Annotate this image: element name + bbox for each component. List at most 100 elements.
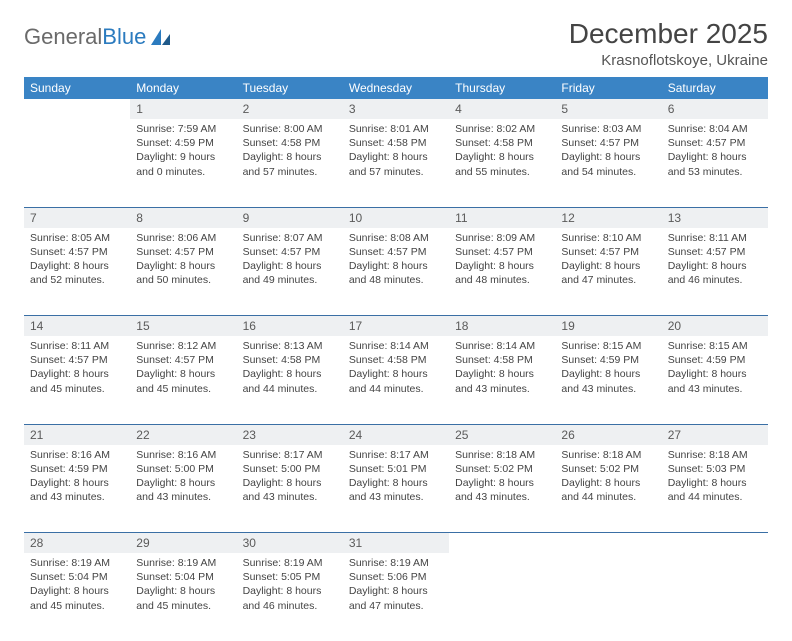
day-number-cell (662, 533, 768, 554)
day-number-row: 21222324252627 (24, 424, 768, 445)
day-number-cell: 31 (343, 533, 449, 554)
day-details: Sunrise: 7:59 AMSunset: 4:59 PMDaylight:… (130, 119, 236, 185)
calendar-table: SundayMondayTuesdayWednesdayThursdayFrid… (24, 77, 768, 641)
day-number-cell: 11 (449, 207, 555, 228)
day-details: Sunrise: 8:12 AMSunset: 4:57 PMDaylight:… (130, 336, 236, 402)
day-body-cell: Sunrise: 8:15 AMSunset: 4:59 PMDaylight:… (555, 336, 661, 424)
day-number-cell: 24 (343, 424, 449, 445)
day-body-cell (662, 553, 768, 641)
day-details: Sunrise: 8:16 AMSunset: 4:59 PMDaylight:… (24, 445, 130, 511)
day-details: Sunrise: 8:18 AMSunset: 5:02 PMDaylight:… (449, 445, 555, 511)
day-body-cell: Sunrise: 8:03 AMSunset: 4:57 PMDaylight:… (555, 119, 661, 207)
day-number-cell (555, 533, 661, 554)
day-details: Sunrise: 8:19 AMSunset: 5:04 PMDaylight:… (130, 553, 236, 619)
day-number-cell: 25 (449, 424, 555, 445)
day-details: Sunrise: 8:07 AMSunset: 4:57 PMDaylight:… (237, 228, 343, 294)
brand-name: GeneralBlue (24, 24, 146, 50)
day-number-cell: 26 (555, 424, 661, 445)
day-details: Sunrise: 8:13 AMSunset: 4:58 PMDaylight:… (237, 336, 343, 402)
day-body-cell: Sunrise: 8:08 AMSunset: 4:57 PMDaylight:… (343, 228, 449, 316)
day-details: Sunrise: 8:14 AMSunset: 4:58 PMDaylight:… (343, 336, 449, 402)
day-details: Sunrise: 8:11 AMSunset: 4:57 PMDaylight:… (662, 228, 768, 294)
day-body-cell: Sunrise: 8:07 AMSunset: 4:57 PMDaylight:… (237, 228, 343, 316)
day-details: Sunrise: 8:19 AMSunset: 5:06 PMDaylight:… (343, 553, 449, 619)
day-body-cell: Sunrise: 8:12 AMSunset: 4:57 PMDaylight:… (130, 336, 236, 424)
day-body-cell: Sunrise: 8:19 AMSunset: 5:04 PMDaylight:… (24, 553, 130, 641)
brand-name-part2: Blue (102, 24, 146, 49)
day-number-cell: 14 (24, 316, 130, 337)
day-number-cell: 3 (343, 99, 449, 119)
day-details: Sunrise: 8:15 AMSunset: 4:59 PMDaylight:… (662, 336, 768, 402)
header: GeneralBlue December 2025 Krasnoflotskoy… (24, 18, 768, 69)
day-number-cell: 4 (449, 99, 555, 119)
day-body-cell: Sunrise: 8:11 AMSunset: 4:57 PMDaylight:… (24, 336, 130, 424)
day-body-row: Sunrise: 8:05 AMSunset: 4:57 PMDaylight:… (24, 228, 768, 316)
day-details: Sunrise: 8:08 AMSunset: 4:57 PMDaylight:… (343, 228, 449, 294)
day-details: Sunrise: 8:03 AMSunset: 4:57 PMDaylight:… (555, 119, 661, 185)
day-body-cell: Sunrise: 8:11 AMSunset: 4:57 PMDaylight:… (662, 228, 768, 316)
day-body-cell: Sunrise: 8:19 AMSunset: 5:06 PMDaylight:… (343, 553, 449, 641)
day-body-cell: Sunrise: 8:17 AMSunset: 5:01 PMDaylight:… (343, 445, 449, 533)
sail-icon (150, 28, 172, 46)
day-details: Sunrise: 8:15 AMSunset: 4:59 PMDaylight:… (555, 336, 661, 402)
day-body-cell: Sunrise: 8:19 AMSunset: 5:05 PMDaylight:… (237, 553, 343, 641)
day-body-cell: Sunrise: 8:04 AMSunset: 4:57 PMDaylight:… (662, 119, 768, 207)
day-body-cell (24, 119, 130, 207)
day-body-cell: Sunrise: 8:00 AMSunset: 4:58 PMDaylight:… (237, 119, 343, 207)
day-number-cell: 17 (343, 316, 449, 337)
day-body-cell: Sunrise: 8:18 AMSunset: 5:02 PMDaylight:… (449, 445, 555, 533)
weekday-header: Tuesday (237, 77, 343, 99)
day-body-row: Sunrise: 8:11 AMSunset: 4:57 PMDaylight:… (24, 336, 768, 424)
day-details: Sunrise: 8:19 AMSunset: 5:04 PMDaylight:… (24, 553, 130, 619)
day-body-cell: Sunrise: 8:18 AMSunset: 5:03 PMDaylight:… (662, 445, 768, 533)
day-number-cell: 30 (237, 533, 343, 554)
day-details: Sunrise: 8:19 AMSunset: 5:05 PMDaylight:… (237, 553, 343, 619)
day-body-cell: Sunrise: 8:10 AMSunset: 4:57 PMDaylight:… (555, 228, 661, 316)
day-number-row: 123456 (24, 99, 768, 119)
brand-logo: GeneralBlue (24, 18, 172, 50)
title-block: December 2025 Krasnoflotskoye, Ukraine (569, 18, 768, 69)
day-body-cell: Sunrise: 8:19 AMSunset: 5:04 PMDaylight:… (130, 553, 236, 641)
weekday-header: Saturday (662, 77, 768, 99)
day-body-cell (449, 553, 555, 641)
day-number-cell: 22 (130, 424, 236, 445)
weekday-header-row: SundayMondayTuesdayWednesdayThursdayFrid… (24, 77, 768, 99)
day-details: Sunrise: 8:11 AMSunset: 4:57 PMDaylight:… (24, 336, 130, 402)
day-details: Sunrise: 8:18 AMSunset: 5:02 PMDaylight:… (555, 445, 661, 511)
location-label: Krasnoflotskoye, Ukraine (569, 52, 768, 69)
day-number-cell: 27 (662, 424, 768, 445)
day-body-cell: Sunrise: 8:14 AMSunset: 4:58 PMDaylight:… (449, 336, 555, 424)
day-body-row: Sunrise: 7:59 AMSunset: 4:59 PMDaylight:… (24, 119, 768, 207)
day-number-cell: 21 (24, 424, 130, 445)
day-number-row: 28293031 (24, 533, 768, 554)
day-number-cell: 7 (24, 207, 130, 228)
weekday-header: Wednesday (343, 77, 449, 99)
day-body-cell: Sunrise: 8:18 AMSunset: 5:02 PMDaylight:… (555, 445, 661, 533)
day-body-cell: Sunrise: 8:01 AMSunset: 4:58 PMDaylight:… (343, 119, 449, 207)
day-number-cell: 8 (130, 207, 236, 228)
day-number-cell: 9 (237, 207, 343, 228)
day-number-row: 78910111213 (24, 207, 768, 228)
day-number-row: 14151617181920 (24, 316, 768, 337)
day-body-cell: Sunrise: 8:13 AMSunset: 4:58 PMDaylight:… (237, 336, 343, 424)
month-title: December 2025 (569, 18, 768, 50)
brand-name-part1: General (24, 24, 102, 49)
day-number-cell: 13 (662, 207, 768, 228)
day-details: Sunrise: 8:01 AMSunset: 4:58 PMDaylight:… (343, 119, 449, 185)
day-details: Sunrise: 8:10 AMSunset: 4:57 PMDaylight:… (555, 228, 661, 294)
day-details: Sunrise: 8:18 AMSunset: 5:03 PMDaylight:… (662, 445, 768, 511)
day-body-cell: Sunrise: 8:09 AMSunset: 4:57 PMDaylight:… (449, 228, 555, 316)
day-body-cell: Sunrise: 8:15 AMSunset: 4:59 PMDaylight:… (662, 336, 768, 424)
day-number-cell: 23 (237, 424, 343, 445)
day-body-row: Sunrise: 8:16 AMSunset: 4:59 PMDaylight:… (24, 445, 768, 533)
day-number-cell: 28 (24, 533, 130, 554)
day-number-cell: 5 (555, 99, 661, 119)
day-number-cell: 18 (449, 316, 555, 337)
day-details: Sunrise: 8:09 AMSunset: 4:57 PMDaylight:… (449, 228, 555, 294)
day-number-cell: 10 (343, 207, 449, 228)
weekday-header: Friday (555, 77, 661, 99)
day-number-cell: 19 (555, 316, 661, 337)
weekday-header: Sunday (24, 77, 130, 99)
day-number-cell: 20 (662, 316, 768, 337)
day-number-cell: 2 (237, 99, 343, 119)
